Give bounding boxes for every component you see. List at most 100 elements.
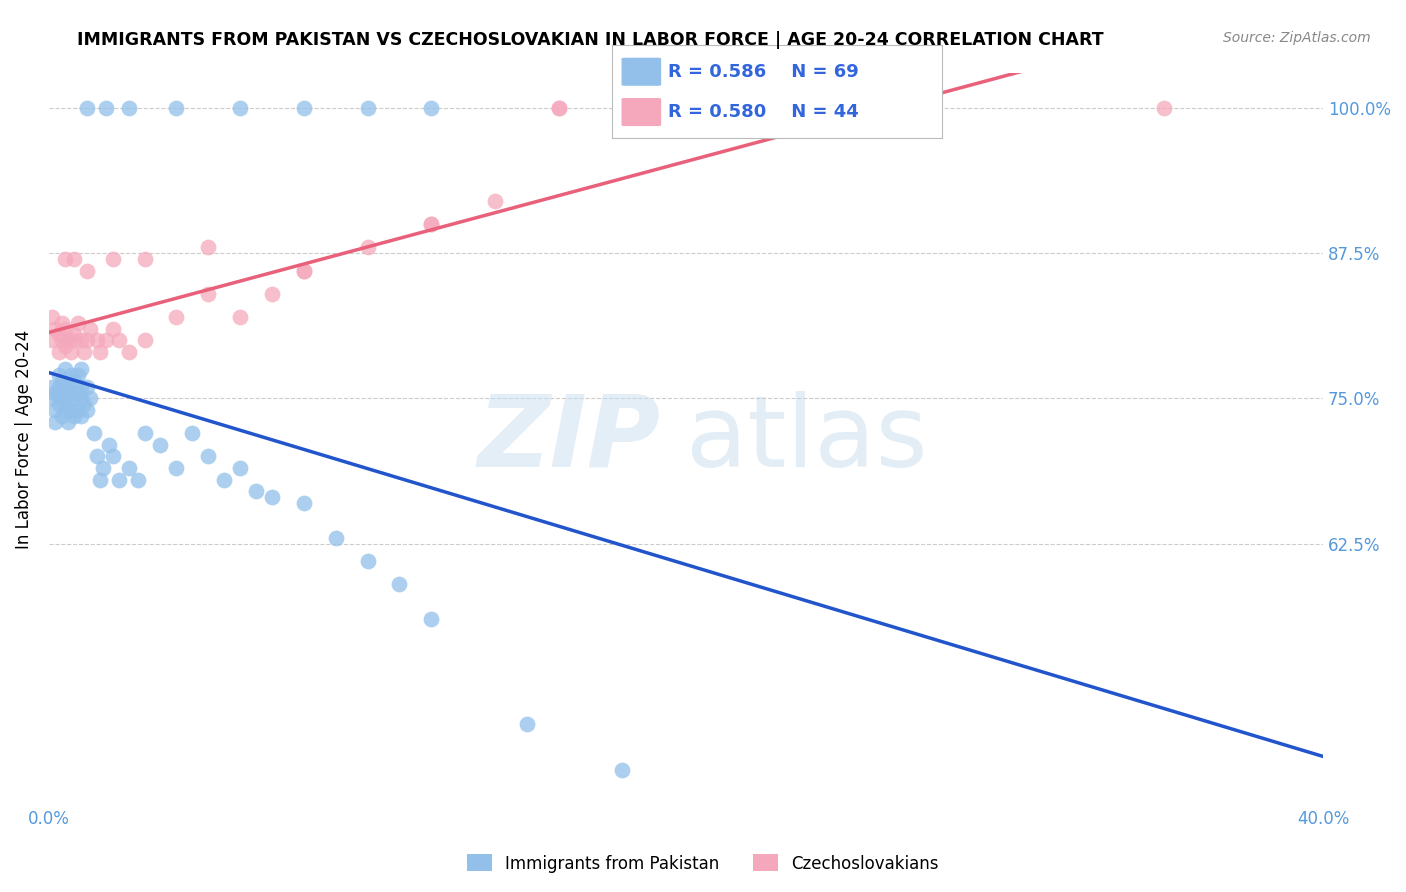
Point xyxy=(165,461,187,475)
Text: ZIP: ZIP xyxy=(478,391,661,488)
Text: R = 0.580    N = 44: R = 0.580 N = 44 xyxy=(668,103,859,121)
Point xyxy=(53,252,76,266)
Point xyxy=(149,438,172,452)
Point xyxy=(51,374,73,388)
Point xyxy=(53,380,76,394)
Point xyxy=(41,380,63,394)
Point xyxy=(181,426,204,441)
Point xyxy=(388,577,411,591)
Point xyxy=(292,263,315,277)
Point xyxy=(260,286,283,301)
Y-axis label: In Labor Force | Age 20-24: In Labor Force | Age 20-24 xyxy=(15,329,32,549)
Point xyxy=(53,392,76,406)
Point xyxy=(212,473,235,487)
Text: R = 0.586    N = 69: R = 0.586 N = 69 xyxy=(668,62,859,81)
Point xyxy=(108,333,131,347)
Point xyxy=(86,450,108,464)
Point xyxy=(48,344,70,359)
Point xyxy=(69,409,91,423)
Point xyxy=(56,380,79,394)
Point xyxy=(96,333,118,347)
Point xyxy=(60,403,83,417)
Point xyxy=(245,484,267,499)
Point xyxy=(325,531,347,545)
Point xyxy=(229,461,252,475)
Point xyxy=(229,101,252,115)
Point xyxy=(547,101,569,115)
Point xyxy=(63,374,86,388)
Point xyxy=(51,409,73,423)
Point xyxy=(79,392,101,406)
Point xyxy=(356,554,378,568)
Point xyxy=(51,316,73,330)
Point xyxy=(60,344,83,359)
Point xyxy=(96,101,118,115)
Point xyxy=(60,368,83,383)
Point xyxy=(48,397,70,411)
Point xyxy=(134,252,156,266)
Point xyxy=(108,473,131,487)
Point xyxy=(41,392,63,406)
Point xyxy=(73,397,96,411)
Point xyxy=(79,321,101,335)
Point xyxy=(63,333,86,347)
Point xyxy=(134,333,156,347)
Point xyxy=(292,101,315,115)
Point xyxy=(76,263,98,277)
Point xyxy=(69,333,91,347)
Legend: Immigrants from Pakistan, Czechoslovakians: Immigrants from Pakistan, Czechoslovakia… xyxy=(460,847,946,880)
Point xyxy=(69,380,91,394)
Point xyxy=(1153,101,1175,115)
Point xyxy=(356,240,378,254)
Point xyxy=(89,344,111,359)
Point xyxy=(56,397,79,411)
Point xyxy=(89,473,111,487)
Text: atlas: atlas xyxy=(686,391,928,488)
Point xyxy=(63,327,86,342)
Point xyxy=(44,385,66,400)
Point xyxy=(69,392,91,406)
Point xyxy=(356,101,378,115)
Point xyxy=(48,368,70,383)
Point xyxy=(197,286,219,301)
FancyBboxPatch shape xyxy=(621,58,661,86)
Point xyxy=(101,321,124,335)
Point xyxy=(44,403,66,417)
Point xyxy=(51,392,73,406)
Point xyxy=(41,310,63,324)
Point xyxy=(44,321,66,335)
Point xyxy=(53,362,76,376)
Point xyxy=(134,426,156,441)
Point xyxy=(484,194,506,208)
Point xyxy=(101,450,124,464)
Point xyxy=(63,409,86,423)
Text: Source: ZipAtlas.com: Source: ZipAtlas.com xyxy=(1223,31,1371,45)
Point xyxy=(197,240,219,254)
Point xyxy=(420,217,443,231)
Point xyxy=(165,310,187,324)
Point xyxy=(66,316,89,330)
Point xyxy=(117,344,139,359)
Text: IMMIGRANTS FROM PAKISTAN VS CZECHOSLOVAKIAN IN LABOR FORCE | AGE 20-24 CORRELATI: IMMIGRANTS FROM PAKISTAN VS CZECHOSLOVAK… xyxy=(77,31,1104,49)
Point xyxy=(66,385,89,400)
Point xyxy=(53,403,76,417)
Point xyxy=(91,461,114,475)
Point xyxy=(48,327,70,342)
Point xyxy=(63,252,86,266)
Point xyxy=(53,321,76,335)
Point xyxy=(41,333,63,347)
Point xyxy=(83,426,105,441)
Point xyxy=(229,310,252,324)
Point xyxy=(69,362,91,376)
Point xyxy=(86,333,108,347)
Point xyxy=(76,403,98,417)
Point xyxy=(127,473,149,487)
Point xyxy=(117,461,139,475)
Point xyxy=(60,385,83,400)
Point xyxy=(56,415,79,429)
Point xyxy=(420,612,443,626)
Point xyxy=(66,368,89,383)
Point xyxy=(44,415,66,429)
Point xyxy=(76,333,98,347)
Point xyxy=(76,101,98,115)
